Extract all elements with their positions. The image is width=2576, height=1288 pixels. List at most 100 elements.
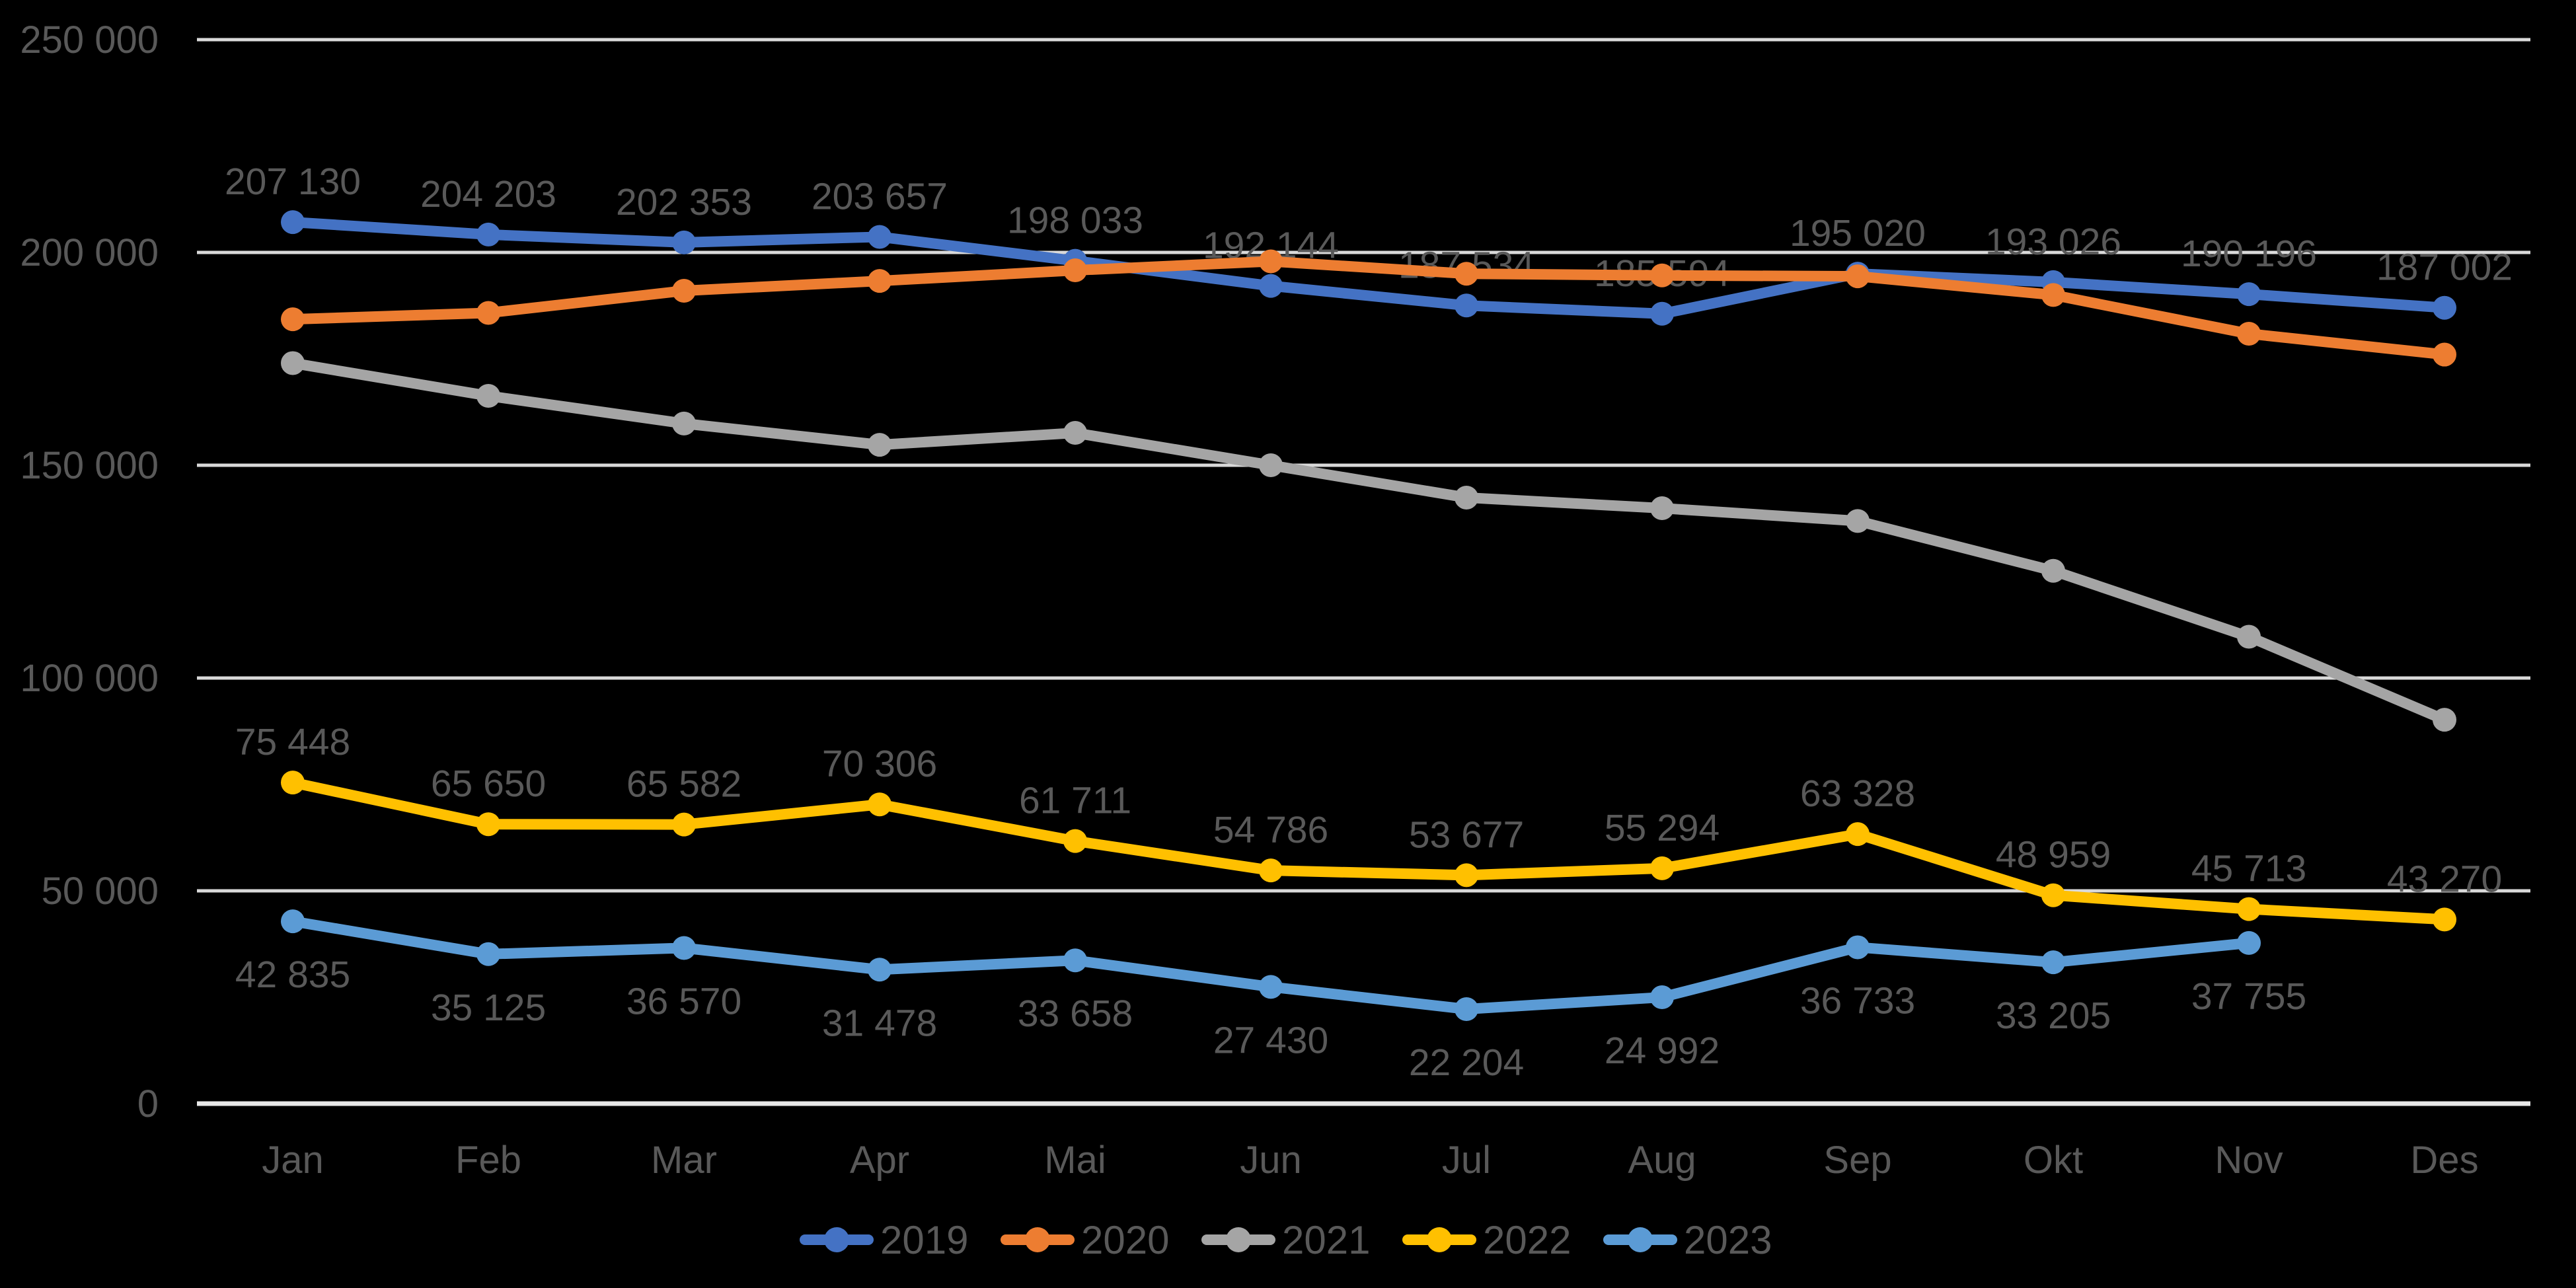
- data-point-2020-Mai: [1063, 258, 1087, 283]
- data-label-2019-Mai: 198 033: [1007, 200, 1143, 242]
- data-point-2023-Okt: [2041, 950, 2065, 975]
- data-point-2020-Nov: [2237, 322, 2261, 346]
- x-tick-label-Jan: Jan: [262, 1139, 324, 1182]
- data-point-2021-Jun: [1259, 453, 1283, 477]
- x-tick-label-Feb: Feb: [455, 1139, 521, 1182]
- data-point-2023-Aug: [1650, 985, 1674, 1010]
- data-point-2020-Jan: [281, 307, 305, 332]
- data-point-2022-Sep: [1846, 822, 1870, 847]
- legend-label-2023: 2023: [1684, 1218, 1772, 1262]
- data-label-2023-Jun: 27 430: [1213, 1019, 1328, 1061]
- data-label-2023-Mar: 36 570: [626, 980, 741, 1022]
- x-tick-label-Des: Des: [2410, 1139, 2478, 1182]
- y-tick-label-150000: 150 000: [20, 444, 159, 487]
- data-point-2021-Aug: [1650, 496, 1674, 521]
- data-label-2019-Jan: 207 130: [225, 161, 361, 203]
- data-point-2021-Feb: [476, 384, 500, 408]
- data-label-2019-Apr: 203 657: [812, 175, 948, 217]
- data-point-2019-Jul: [1455, 293, 1478, 318]
- legend-marker-2022: [1427, 1227, 1452, 1252]
- data-point-2019-Feb: [476, 222, 500, 246]
- legend-marker-2020: [1025, 1227, 1050, 1252]
- data-label-2022-Jul: 53 677: [1409, 814, 1524, 856]
- legend-marker-2019: [824, 1227, 849, 1252]
- data-label-2023-Aug: 24 992: [1605, 1030, 1720, 1072]
- data-point-2023-Nov: [2237, 930, 2261, 955]
- data-point-2019-Jun: [1259, 274, 1283, 298]
- data-point-2023-Mar: [672, 936, 696, 960]
- data-point-2022-Des: [2433, 907, 2456, 932]
- data-point-2022-Aug: [1650, 856, 1674, 880]
- data-point-2021-Nov: [2237, 625, 2261, 649]
- data-point-2023-Sep: [1846, 935, 1870, 960]
- data-label-2023-Nov: 37 755: [2191, 975, 2306, 1018]
- data-label-2023-Mai: 33 658: [1018, 993, 1133, 1035]
- series-line-2022: [287, 777, 2450, 925]
- data-point-2021-Okt: [2041, 558, 2065, 583]
- data-point-2022-Nov: [2237, 897, 2261, 921]
- data-point-2020-Jul: [1455, 262, 1478, 286]
- x-tick-label-Mai: Mai: [1044, 1139, 1106, 1182]
- data-point-2023-Jun: [1259, 975, 1283, 999]
- x-tick-label-Okt: Okt: [2024, 1139, 2083, 1182]
- x-tick-label-Apr: Apr: [850, 1139, 909, 1182]
- data-label-2019-Sep: 195 020: [1790, 212, 1926, 254]
- data-label-2023-Apr: 31 478: [822, 1002, 937, 1044]
- x-tick-label-Aug: Aug: [1628, 1139, 1696, 1182]
- data-label-2022-Mai: 61 711: [1019, 780, 1131, 822]
- data-label-2022-Apr: 70 306: [822, 743, 937, 785]
- data-point-2023-Apr: [868, 958, 891, 982]
- data-point-2021-Des: [2433, 708, 2456, 732]
- data-point-2021-Apr: [868, 433, 891, 457]
- data-point-2021-Jan: [281, 351, 305, 375]
- data-point-2021-Sep: [1846, 509, 1870, 533]
- data-point-2022-Mai: [1063, 829, 1087, 853]
- legend-marker-2021: [1226, 1227, 1251, 1252]
- x-tick-label-Jun: Jun: [1240, 1139, 1302, 1182]
- data-label-2023-Jan: 42 835: [235, 954, 350, 996]
- data-point-2019-Des: [2433, 295, 2456, 320]
- y-tick-label-100000: 100 000: [20, 657, 159, 700]
- x-tick-label-Sep: Sep: [1823, 1139, 1891, 1182]
- data-label-2022-Nov: 45 713: [2191, 848, 2306, 890]
- series-line-2019: [287, 217, 2450, 319]
- data-point-2020-Jun: [1259, 249, 1283, 274]
- data-label-2022-Feb: 65 650: [431, 763, 546, 805]
- data-point-2022-Jun: [1259, 858, 1283, 883]
- legend-label-2019: 2019: [880, 1218, 968, 1262]
- data-point-2022-Jan: [281, 771, 305, 795]
- data-label-2022-Des: 43 270: [2387, 858, 2502, 900]
- data-label-2019-Nov: 190 196: [2181, 233, 2317, 275]
- data-point-2022-Okt: [2041, 883, 2065, 907]
- x-tick-label-Nov: Nov: [2215, 1139, 2283, 1182]
- data-point-2022-Mar: [672, 812, 696, 837]
- legend-marker-2023: [1628, 1227, 1653, 1252]
- series-line-2020: [287, 256, 2450, 360]
- data-point-2020-Sep: [1846, 264, 1870, 289]
- data-point-2022-Jul: [1455, 863, 1478, 888]
- data-label-2023-Jul: 22 204: [1409, 1042, 1524, 1084]
- data-point-2020-Aug: [1650, 263, 1674, 287]
- data-label-2022-Aug: 55 294: [1605, 807, 1720, 849]
- data-label-2019-Mar: 202 353: [616, 181, 752, 223]
- legend-label-2022: 2022: [1483, 1218, 1571, 1262]
- data-label-2022-Jun: 54 786: [1213, 809, 1328, 851]
- data-label-2022-Sep: 63 328: [1800, 773, 1915, 815]
- data-point-2020-Des: [2433, 342, 2456, 367]
- y-tick-label-250000: 250 000: [20, 19, 159, 61]
- data-point-2021-Mai: [1063, 421, 1087, 445]
- data-point-2023-Mai: [1063, 948, 1087, 973]
- data-point-2021-Mar: [672, 411, 696, 436]
- data-point-2020-Mar: [672, 278, 696, 303]
- data-label-2023-Sep: 36 733: [1800, 979, 1915, 1022]
- data-label-2022-Okt: 48 959: [1996, 834, 2111, 876]
- data-label-2023-Feb: 35 125: [431, 987, 546, 1029]
- data-label-2019-Des: 187 002: [2376, 246, 2513, 289]
- y-tick-label-200000: 200 000: [20, 231, 159, 274]
- data-point-2023-Feb: [476, 942, 500, 966]
- data-label-2023-Okt: 33 205: [1996, 995, 2111, 1037]
- data-label-2019-Feb: 204 203: [420, 173, 556, 215]
